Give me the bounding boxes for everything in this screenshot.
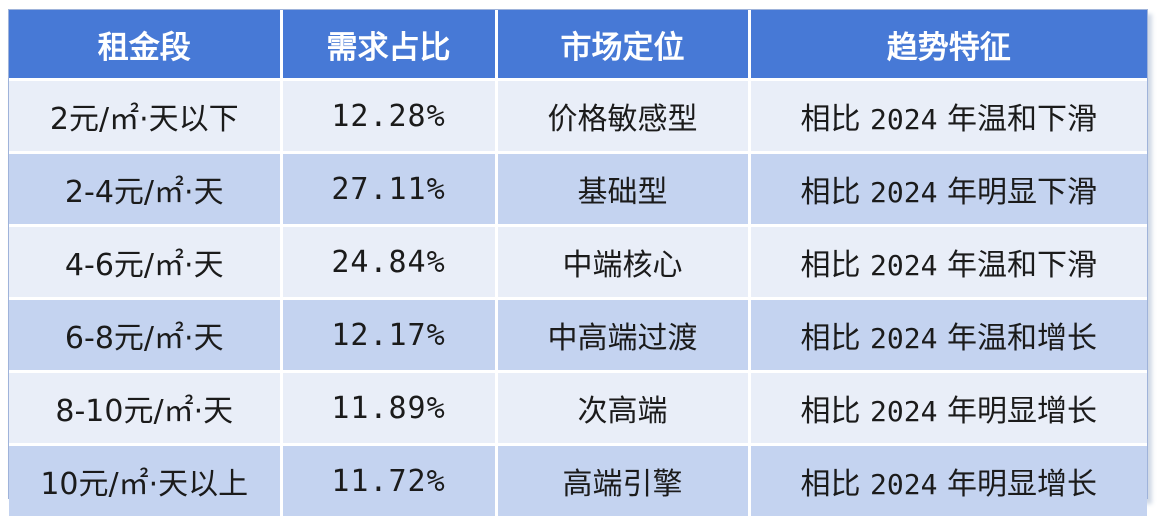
table-row: 8-10元/㎡·天 11.89% 次高端 相比 2024 年明显增长 — [9, 372, 1147, 445]
header-market-position: 市场定位 — [496, 10, 749, 80]
trend-cell: 相比 2024 年明显增长 — [749, 372, 1147, 445]
trend-suffix: 年明显增长 — [947, 467, 1097, 502]
trend-prefix: 相比 — [800, 102, 860, 137]
trend-cell: 相比 2024 年温和下滑 — [749, 80, 1147, 153]
market-position-cell: 价格敏感型 — [496, 80, 749, 153]
trend-cell: 相比 2024 年温和下滑 — [749, 226, 1147, 299]
table-row: 10元/㎡·天以上 11.72% 高端引擎 相比 2024 年明显增长 — [9, 445, 1147, 516]
trend-prefix: 相比 — [800, 321, 860, 356]
trend-year: 2024 — [870, 395, 937, 428]
rent-range-cell: 2元/㎡·天以下 — [9, 80, 281, 153]
market-position-cell: 高端引擎 — [496, 445, 749, 516]
trend-cell: 相比 2024 年温和增长 — [749, 299, 1147, 372]
trend-suffix: 年明显增长 — [947, 394, 1097, 429]
rent-range-cell: 8-10元/㎡·天 — [9, 372, 281, 445]
trend-prefix: 相比 — [800, 467, 860, 502]
trend-suffix: 年温和增长 — [947, 321, 1097, 356]
rent-range-cell: 4-6元/㎡·天 — [9, 226, 281, 299]
table-frame: 租金段 需求占比 市场定位 趋势特征 2元/㎡·天以下 12.28% 价格敏感型… — [8, 9, 1148, 499]
trend-year: 2024 — [870, 176, 937, 209]
demand-share-cell: 27.11% — [281, 153, 496, 226]
market-position-cell: 中端核心 — [496, 226, 749, 299]
trend-cell: 相比 2024 年明显增长 — [749, 445, 1147, 516]
rent-demand-table: 租金段 需求占比 市场定位 趋势特征 2元/㎡·天以下 12.28% 价格敏感型… — [9, 10, 1147, 516]
header-demand-share: 需求占比 — [281, 10, 496, 80]
trend-prefix: 相比 — [800, 248, 860, 283]
rent-range-cell: 10元/㎡·天以上 — [9, 445, 281, 516]
header-rent-range: 租金段 — [9, 10, 281, 80]
demand-share-cell: 12.17% — [281, 299, 496, 372]
table-header: 租金段 需求占比 市场定位 趋势特征 — [9, 10, 1147, 80]
trend-year: 2024 — [870, 103, 937, 136]
market-position-cell: 次高端 — [496, 372, 749, 445]
demand-share-cell: 11.89% — [281, 372, 496, 445]
trend-year: 2024 — [870, 322, 937, 355]
table-row: 6-8元/㎡·天 12.17% 中高端过渡 相比 2024 年温和增长 — [9, 299, 1147, 372]
demand-share-cell: 24.84% — [281, 226, 496, 299]
table-row: 2元/㎡·天以下 12.28% 价格敏感型 相比 2024 年温和下滑 — [9, 80, 1147, 153]
table-row: 2-4元/㎡·天 27.11% 基础型 相比 2024 年明显下滑 — [9, 153, 1147, 226]
trend-cell: 相比 2024 年明显下滑 — [749, 153, 1147, 226]
trend-year: 2024 — [870, 468, 937, 501]
demand-share-cell: 11.72% — [281, 445, 496, 516]
market-position-cell: 基础型 — [496, 153, 749, 226]
demand-share-cell: 12.28% — [281, 80, 496, 153]
table-body: 2元/㎡·天以下 12.28% 价格敏感型 相比 2024 年温和下滑 2-4元… — [9, 80, 1147, 516]
trend-prefix: 相比 — [800, 175, 860, 210]
rent-range-cell: 2-4元/㎡·天 — [9, 153, 281, 226]
market-position-cell: 中高端过渡 — [496, 299, 749, 372]
trend-suffix: 年明显下滑 — [947, 175, 1097, 210]
header-trend: 趋势特征 — [749, 10, 1147, 80]
rent-range-cell: 6-8元/㎡·天 — [9, 299, 281, 372]
table-row: 4-6元/㎡·天 24.84% 中端核心 相比 2024 年温和下滑 — [9, 226, 1147, 299]
trend-prefix: 相比 — [800, 394, 860, 429]
trend-year: 2024 — [870, 249, 937, 282]
trend-suffix: 年温和下滑 — [947, 102, 1097, 137]
header-row: 租金段 需求占比 市场定位 趋势特征 — [9, 10, 1147, 80]
trend-suffix: 年温和下滑 — [947, 248, 1097, 283]
